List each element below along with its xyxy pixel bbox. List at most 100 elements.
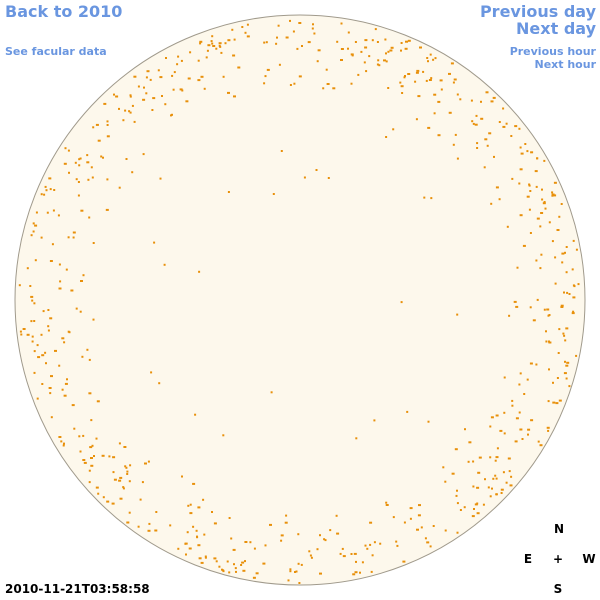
facula [566, 291, 569, 294]
facula [420, 526, 423, 529]
facula [405, 40, 408, 43]
facula [131, 104, 134, 107]
facula [73, 427, 76, 430]
facula [429, 53, 432, 56]
facula [83, 461, 87, 464]
facula [434, 57, 437, 60]
facula [221, 568, 223, 571]
facula [542, 202, 546, 205]
facula [205, 56, 208, 59]
facula [213, 557, 217, 560]
facula [509, 484, 513, 487]
facula [95, 437, 98, 440]
facula [515, 305, 519, 308]
facula [473, 508, 475, 510]
facula [573, 285, 576, 288]
facula [115, 95, 119, 98]
facula [456, 93, 459, 96]
facula [106, 500, 110, 503]
facula [33, 350, 36, 353]
facula [246, 23, 249, 26]
facula [298, 22, 302, 24]
facula [448, 72, 451, 75]
facula [555, 402, 559, 405]
facula [148, 522, 151, 525]
facula [122, 487, 125, 490]
facula [540, 253, 543, 256]
facula [500, 492, 503, 494]
facula [270, 391, 273, 394]
facula [300, 563, 303, 566]
facula [235, 570, 237, 573]
facula [417, 514, 421, 517]
facula [437, 134, 441, 137]
facula [535, 185, 538, 188]
facula [527, 433, 529, 436]
facula [474, 503, 478, 506]
facula [47, 325, 50, 328]
facula [444, 529, 447, 532]
facula [113, 478, 117, 481]
facula [498, 198, 501, 201]
facular-link[interactable]: See facular data [5, 45, 107, 58]
facula [187, 77, 191, 80]
facula [189, 51, 192, 54]
facula [74, 161, 77, 164]
facula [44, 185, 47, 188]
facula [439, 79, 443, 82]
facula [364, 39, 368, 42]
facula [102, 496, 105, 499]
facula [528, 183, 531, 186]
facula [373, 541, 376, 544]
facula [296, 47, 299, 50]
facula [263, 41, 266, 44]
facula [427, 420, 430, 423]
facula [295, 570, 298, 573]
facula [204, 555, 207, 558]
facula [112, 456, 116, 459]
previous-hour-link[interactable]: Previous hour [509, 45, 596, 58]
facula [122, 119, 125, 122]
facula [528, 184, 531, 187]
facula [572, 296, 576, 299]
facula [575, 248, 578, 251]
facula [189, 503, 192, 506]
facula [165, 57, 167, 59]
facula [204, 556, 207, 559]
facula [197, 544, 201, 547]
facula [22, 328, 26, 330]
facula [442, 466, 445, 469]
facula [70, 289, 74, 292]
facula [519, 168, 523, 171]
facula [43, 193, 46, 196]
facula [459, 509, 462, 511]
facula [416, 69, 420, 72]
facula [133, 75, 137, 78]
facula [292, 30, 295, 33]
facula [430, 77, 433, 80]
facula [395, 540, 398, 543]
facula [49, 392, 52, 395]
facula [432, 525, 435, 527]
facula [520, 152, 524, 155]
facula [108, 455, 111, 458]
facula [548, 368, 550, 371]
facula [484, 478, 486, 481]
facula [262, 562, 266, 565]
facula [492, 477, 495, 480]
facula [561, 261, 564, 264]
facula [543, 159, 546, 162]
facula [499, 429, 503, 432]
back-link[interactable]: Back to 2010 [5, 2, 123, 21]
facula [149, 78, 152, 81]
facula [47, 309, 50, 311]
facula [528, 208, 531, 211]
previous-day-link[interactable]: Previous day [479, 2, 596, 21]
facula [515, 417, 519, 420]
facula [88, 481, 91, 484]
facula [456, 502, 459, 505]
next-hour-link[interactable]: Next hour [534, 58, 597, 71]
facula [101, 454, 105, 457]
next-day-link[interactable]: Next day [516, 19, 596, 38]
